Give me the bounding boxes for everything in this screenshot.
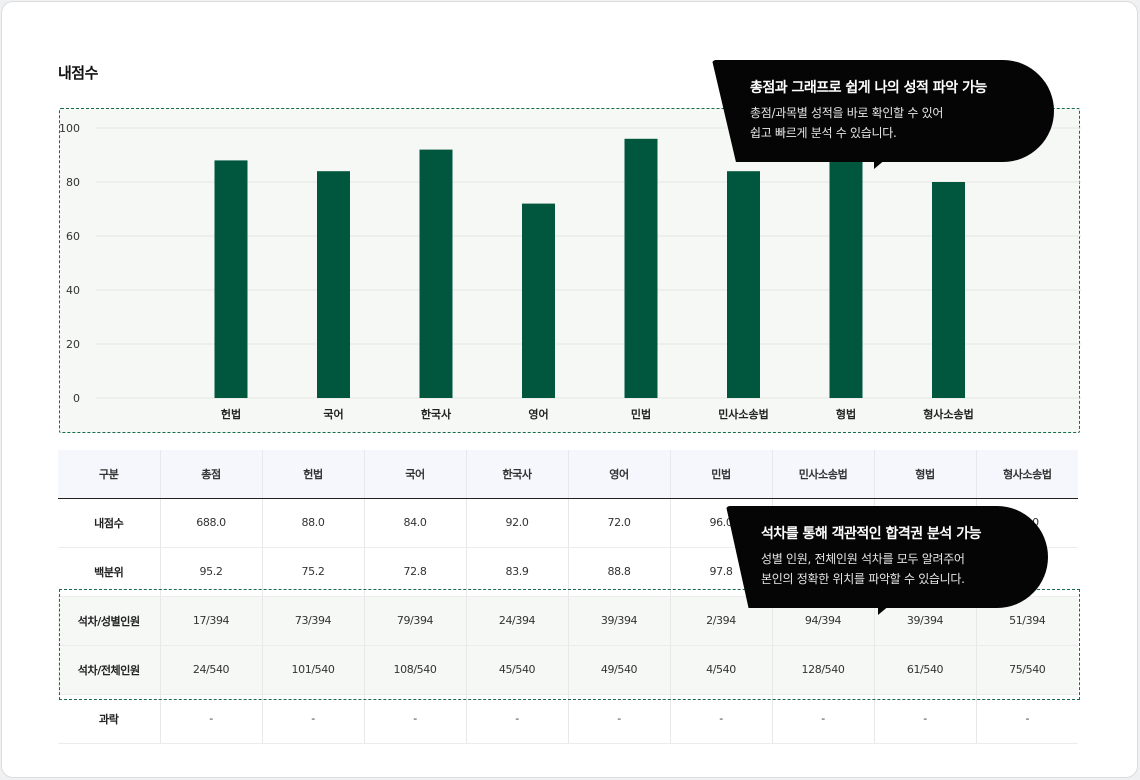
bar — [727, 171, 760, 398]
table-cell: - — [160, 694, 263, 744]
column-header: 형사소송법 — [976, 450, 1078, 499]
table-cell: - — [466, 694, 569, 744]
table-row: 석차/전체인원 24/540 101/540 108/540 45/540 49/540 4… — [58, 645, 1078, 695]
column-header: 한국사 — [466, 450, 569, 499]
callout-line: 총점/과목별 성적을 바로 확인할 수 있어 — [750, 106, 944, 120]
table-cell: 39/394 — [568, 596, 671, 646]
table-cell: 128/540 — [772, 645, 875, 695]
callout-line: 성별 인원, 전체인원 석차를 모두 알려주어 — [761, 552, 965, 566]
table-cell: 4/540 — [670, 645, 773, 695]
callout-chart: 총점과 그래프로 쉽게 나의 성적 파악 가능 총점/과목별 성적을 바로 확인… — [712, 60, 1054, 162]
table-cell: 95.2 — [160, 547, 263, 597]
table-cell: - — [670, 694, 773, 744]
table-cell: 88.8 — [568, 547, 671, 597]
table-row: 석차/성별인원 17/394 73/394 79/394 24/394 39/394 2/3… — [58, 596, 1078, 646]
table-cell: 45/540 — [466, 645, 569, 695]
bar — [932, 182, 965, 398]
bar — [419, 149, 453, 398]
x-tick-label: 민사소송법 — [718, 407, 769, 421]
table-cell: 24/540 — [160, 645, 263, 695]
bar — [624, 138, 658, 399]
table-cell: 83.9 — [466, 547, 569, 597]
table-cell: - — [874, 694, 977, 744]
row-label: 석차/전체인원 — [58, 645, 161, 695]
table-cell: 88.0 — [262, 498, 365, 548]
table-cell: 17/394 — [160, 596, 263, 646]
column-header: 민사소송법 — [772, 450, 875, 499]
bar — [522, 203, 555, 398]
callout-tail — [878, 605, 890, 615]
table-cell: 72.0 — [568, 498, 671, 548]
bar — [214, 160, 248, 398]
callout-line: 본인의 정확한 위치를 파악할 수 있습니다. — [761, 572, 965, 586]
bar — [829, 155, 863, 398]
y-tick-label: 40 — [66, 284, 80, 297]
callout-title: 석차를 통해 객관적인 합격권 분석 가능 — [761, 526, 981, 542]
table-cell: 51/394 — [976, 596, 1078, 646]
x-tick-label: 형사소송법 — [923, 407, 974, 421]
table-cell: - — [772, 694, 875, 744]
table-cell: 75/540 — [976, 645, 1078, 695]
bar — [317, 171, 350, 398]
chart-svg: 0 20 40 60 80 100 헌법 국어 한국사 영어 민법 민사소송법 형법 형사소송법 — [60, 122, 1081, 421]
y-tick-label: 0 — [73, 392, 80, 405]
y-tick-label: 100 — [60, 122, 80, 135]
row-label: 내점수 — [58, 498, 161, 548]
table-cell: 92.0 — [466, 498, 569, 548]
table-cell: 101/540 — [262, 645, 365, 695]
column-header: 국어 — [364, 450, 467, 499]
x-tick-label: 헌법 — [221, 407, 241, 421]
callout-body: 총점/과목별 성적을 바로 확인할 수 있어 쉽고 빠르게 분석 수 있습니다. — [750, 103, 1054, 143]
table-cell: - — [262, 694, 365, 744]
table-cell: 61/540 — [874, 645, 977, 695]
column-header: 총점 — [160, 450, 263, 499]
column-header: 민법 — [670, 450, 773, 499]
score-table: 구분 총점 헌법 국어 한국사 영어 민법 민사소송법 형법 형사소송법 내점수 688.0 88.0… — [58, 450, 1078, 744]
table-header-row: 구분 총점 헌법 국어 한국사 영어 민법 민사소송법 형법 형사소송법 — [58, 450, 1078, 499]
x-tick-label: 민법 — [631, 407, 651, 421]
column-header: 헌법 — [262, 450, 365, 499]
table-cell: 24/394 — [466, 596, 569, 646]
row-label: 백분위 — [58, 547, 161, 597]
column-header: 영어 — [568, 450, 671, 499]
callout-body: 성별 인원, 전체인원 석차를 모두 알려주어 본인의 정확한 위치를 파악할 … — [761, 549, 1048, 589]
x-tick-label: 국어 — [323, 407, 343, 421]
table-row: 과락 - - - - - - - - - — [58, 694, 1078, 744]
callout-title: 총점과 그래프로 쉽게 나의 성적 파악 가능 — [750, 80, 987, 96]
x-tick-label: 영어 — [528, 407, 548, 421]
table-cell: 108/540 — [364, 645, 467, 695]
score-bar-chart: 0 20 40 60 80 100 헌법 국어 한국사 영어 민법 민사소송법 형법 형사소송법 — [59, 108, 1081, 433]
row-label: 과락 — [58, 694, 161, 744]
x-tick-label: 한국사 — [421, 407, 452, 421]
table-cell: 72.8 — [364, 547, 467, 597]
table-cell: - — [976, 694, 1078, 744]
x-tick-label: 형법 — [836, 407, 856, 421]
table-cell: 75.2 — [262, 547, 365, 597]
table-cell: - — [568, 694, 671, 744]
section-title: 내점수 — [58, 64, 98, 82]
y-tick-label: 20 — [66, 338, 80, 351]
table-cell: 84.0 — [364, 498, 467, 548]
y-tick-label: 60 — [66, 230, 80, 243]
table-cell: 79/394 — [364, 596, 467, 646]
table-cell: 73/394 — [262, 596, 365, 646]
table-cell: 49/540 — [568, 645, 671, 695]
column-header: 구분 — [58, 450, 161, 499]
table-cell: 688.0 — [160, 498, 263, 548]
y-tick-label: 80 — [66, 176, 80, 189]
callout-line: 쉽고 빠르게 분석 수 있습니다. — [750, 126, 897, 140]
callout-rank: 석차를 통해 객관적인 합격권 분석 가능 성별 인원, 전체인원 석차를 모두… — [726, 506, 1048, 608]
table-cell: - — [364, 694, 467, 744]
column-header: 형법 — [874, 450, 977, 499]
callout-tail — [874, 159, 886, 169]
row-label: 석차/성별인원 — [58, 596, 161, 646]
